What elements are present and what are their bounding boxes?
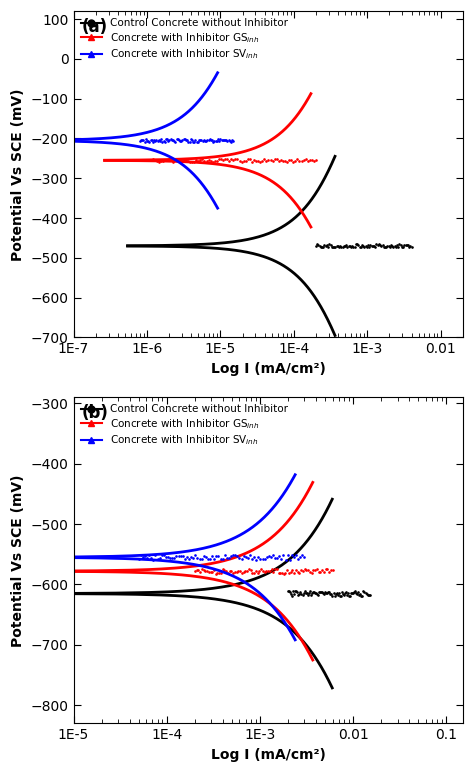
Legend: Control Concrete without Inhibitor, Concrete with Inhibitor GS$_{inh}$, Concrete: Control Concrete without Inhibitor, Conc…	[79, 16, 290, 63]
Y-axis label: Potential Vs SCE (mV): Potential Vs SCE (mV)	[11, 88, 25, 261]
X-axis label: Log I (mA/cm²): Log I (mA/cm²)	[211, 362, 326, 376]
Text: (a): (a)	[82, 18, 108, 36]
Legend: Control Concrete without Inhibitor, Concrete with Inhibitor GS$_{inh}$, Concrete: Control Concrete without Inhibitor, Conc…	[79, 403, 290, 449]
Y-axis label: Potential Vs SCE (mV): Potential Vs SCE (mV)	[11, 474, 25, 646]
Text: (b): (b)	[82, 404, 108, 422]
X-axis label: Log I (mA/cm²): Log I (mA/cm²)	[211, 748, 326, 762]
